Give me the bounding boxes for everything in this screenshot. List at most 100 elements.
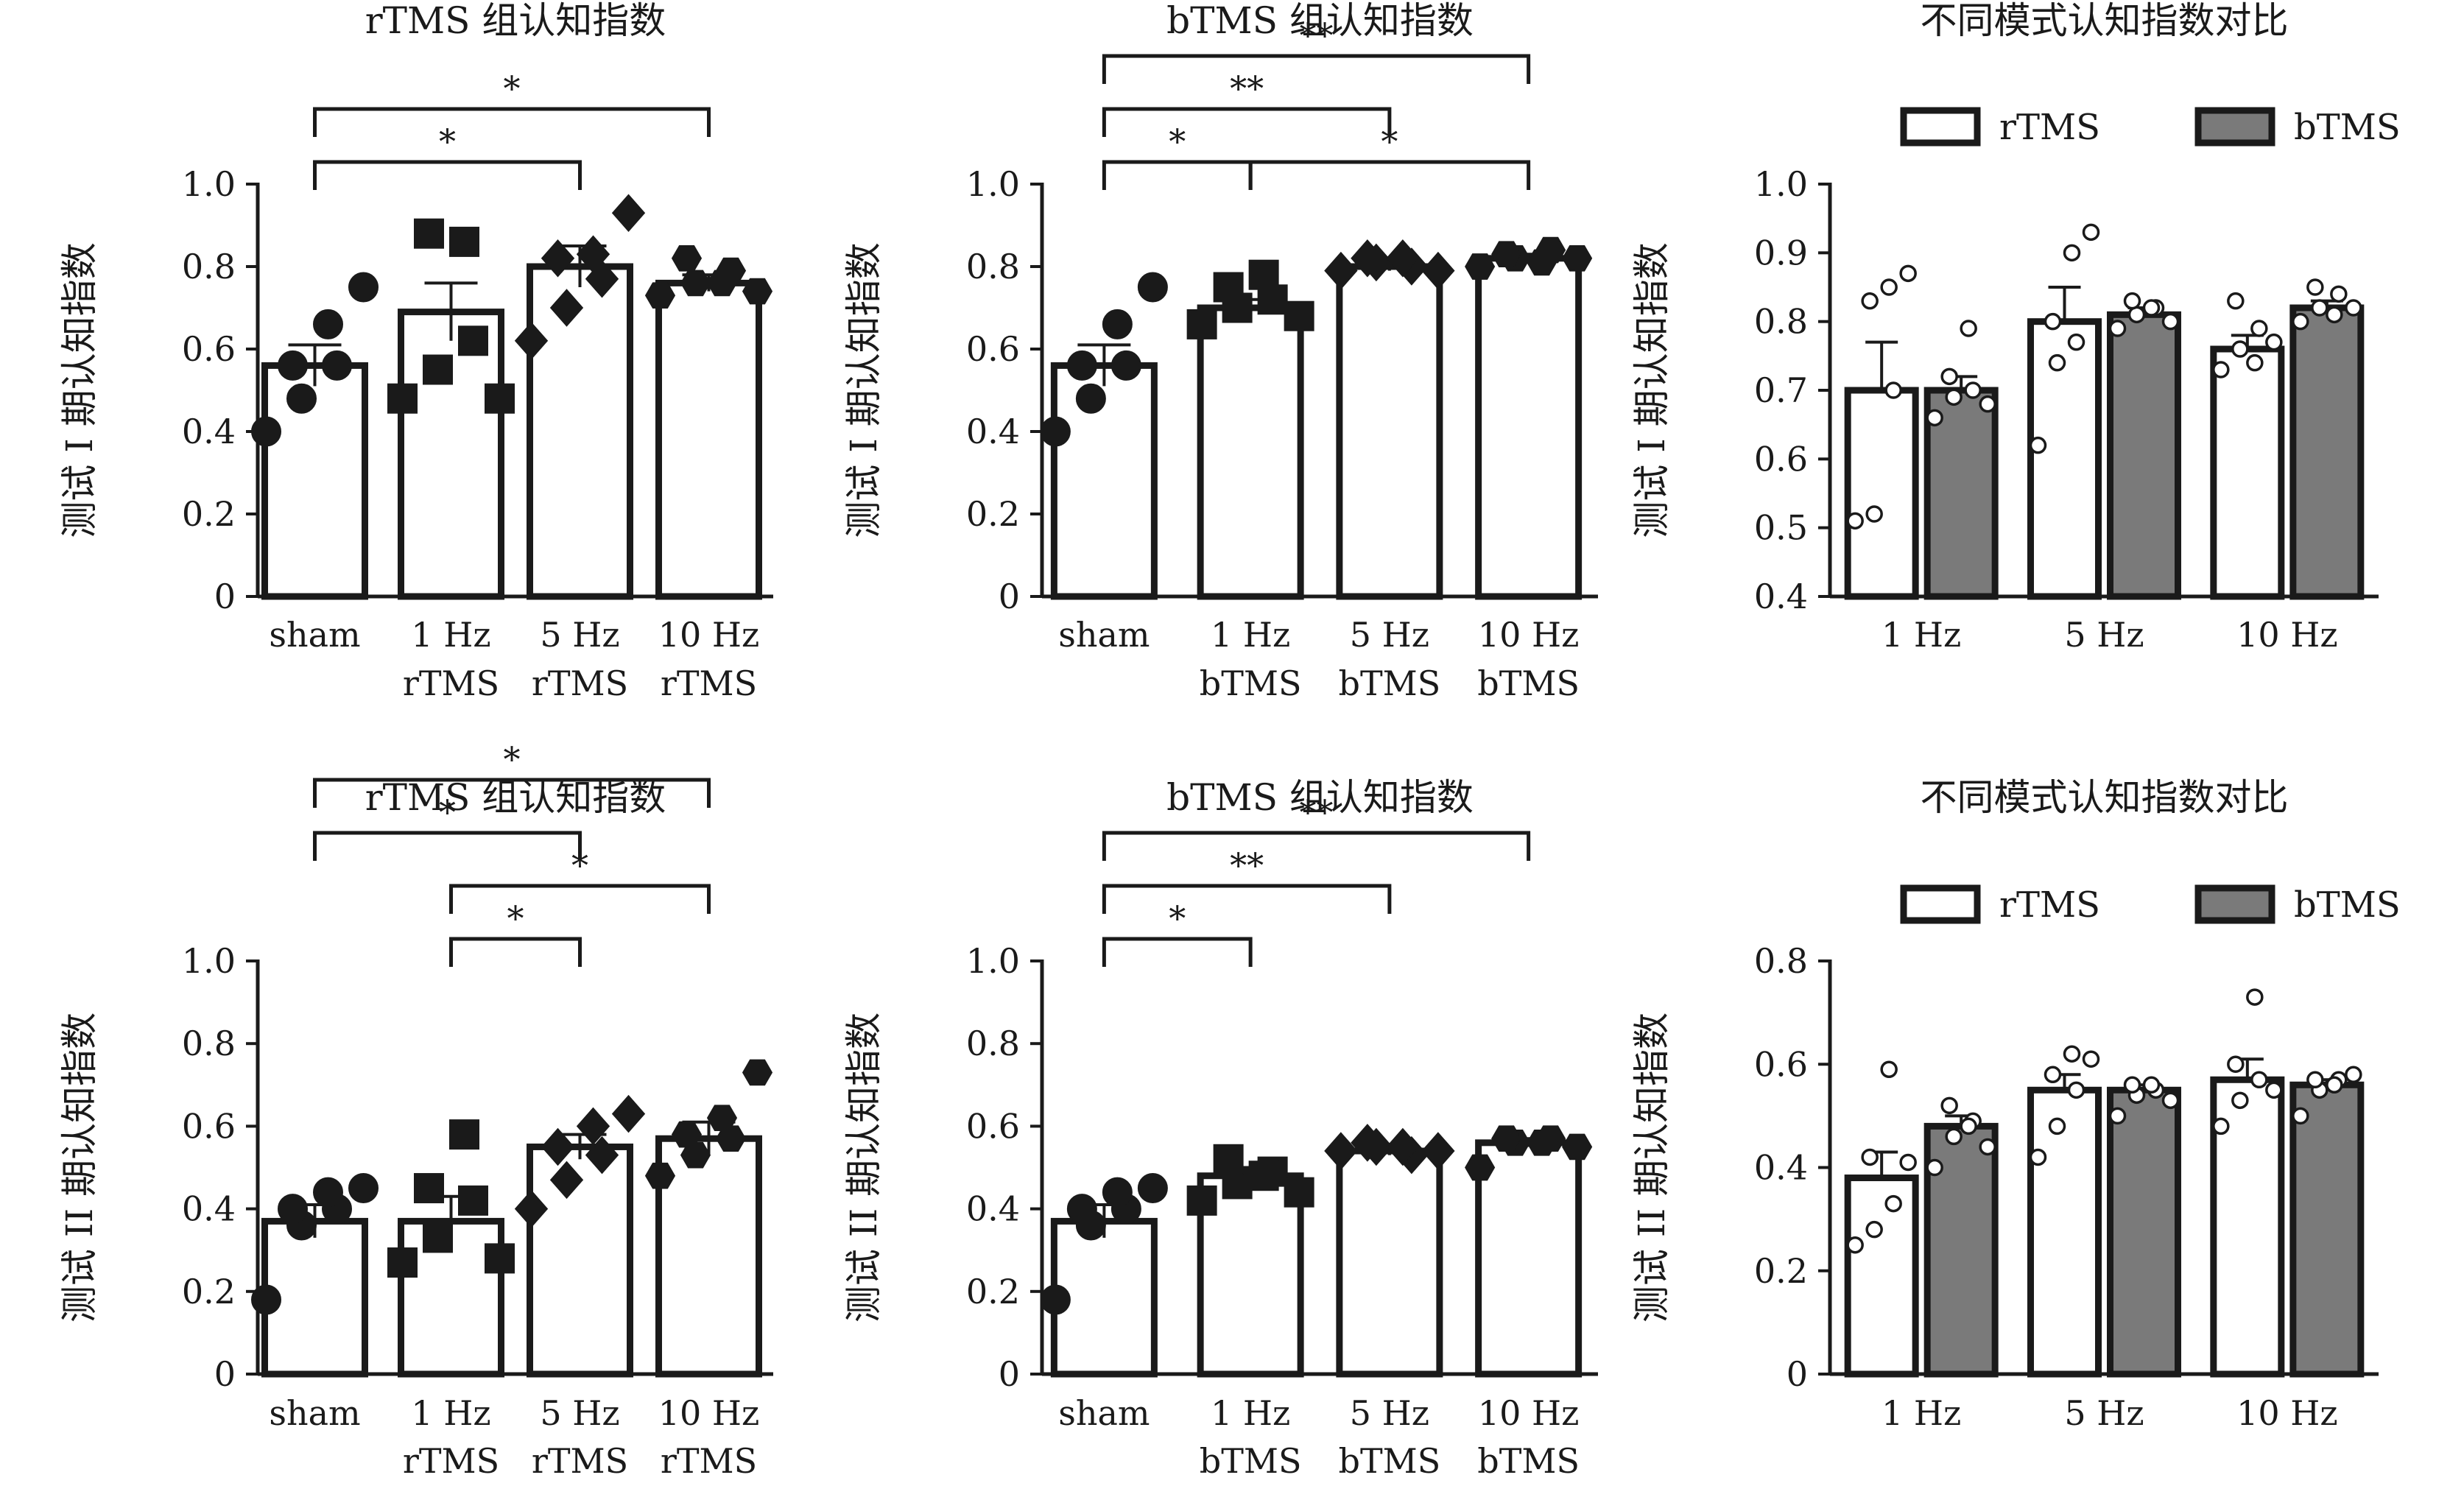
x-tick-label: 1 Hz — [1211, 1393, 1290, 1433]
data-point — [485, 1243, 515, 1274]
data-point — [2082, 1050, 2100, 1068]
data-point — [251, 416, 281, 447]
data-point — [2063, 244, 2081, 262]
chart-title: rTMS 组认知指数 — [365, 776, 666, 819]
data-point — [2044, 312, 2062, 331]
data-point — [1884, 381, 1902, 399]
x-tick-label: 10 Hz — [658, 615, 760, 655]
data-point — [2265, 333, 2283, 351]
data-point — [2306, 278, 2324, 296]
bar-btms — [2107, 311, 2181, 600]
legend-label: bTMS — [2294, 884, 2401, 926]
data-point — [2265, 1081, 2283, 1099]
y-axis-label: 测试 I 期认知指数 — [1630, 242, 1673, 538]
data-point — [1846, 1236, 1864, 1254]
data-point — [1066, 1194, 1097, 1225]
x-tick-label: rTMS — [403, 663, 499, 703]
data-point — [1945, 388, 1963, 406]
x-tick-label: 1 Hz — [1211, 615, 1290, 655]
x-tick-label: 5 Hz — [1350, 1393, 1429, 1433]
data-point — [2292, 312, 2309, 331]
significance-bracket — [1102, 937, 1253, 967]
y-tick-label: 0.8 — [1754, 941, 1808, 981]
x-tick-label: sham — [269, 1393, 360, 1433]
data-point — [1960, 1117, 1977, 1135]
data-point — [458, 325, 488, 356]
data-point — [2212, 1117, 2230, 1135]
data-point — [278, 1194, 308, 1225]
y-tick-label: 0.4 — [1754, 577, 1808, 616]
data-point — [1040, 416, 1071, 447]
x-tick-label: 10 Hz — [658, 1393, 760, 1433]
data-point — [423, 1222, 453, 1253]
significance-label: * — [571, 845, 588, 885]
significance-bracket — [1102, 160, 1253, 190]
data-point — [1465, 1154, 1496, 1181]
data-point — [1137, 272, 1168, 303]
y-axis-label: 测试 I 期认知指数 — [842, 242, 885, 538]
x-tick-label: bTMS — [1339, 663, 1441, 703]
data-point — [387, 1247, 418, 1278]
significance-label: * — [1381, 122, 1398, 161]
bar — [1197, 304, 1304, 600]
x-tick-label: 10 Hz — [1478, 1393, 1580, 1433]
significance-bracket — [1102, 107, 1392, 137]
y-tick-label: 0.8 — [966, 247, 1020, 286]
data-point — [2246, 988, 2264, 1006]
data-point — [742, 278, 773, 305]
x-tick-label: 5 Hz — [1350, 615, 1429, 655]
data-point — [348, 272, 379, 303]
y-tick-label: 0 — [999, 1354, 1020, 1394]
x-tick-label: sham — [1058, 1393, 1150, 1433]
legend-swatch-btms — [2194, 107, 2275, 147]
bar-rtms — [2027, 318, 2102, 600]
data-point — [449, 1119, 479, 1150]
bar — [527, 263, 633, 600]
legend-label: bTMS — [2294, 107, 2401, 148]
y-tick-label: 0.2 — [966, 1272, 1020, 1311]
x-tick-label: rTMS — [661, 1441, 757, 1481]
significance-bracket — [1102, 831, 1531, 861]
data-point — [2108, 1107, 2127, 1125]
data-point — [611, 194, 646, 232]
data-point — [1562, 244, 1593, 272]
y-tick-label: 1.0 — [1754, 164, 1808, 204]
data-point — [585, 1135, 619, 1175]
data-point — [1880, 1060, 1898, 1079]
y-tick-label: 0.8 — [182, 247, 236, 286]
chart-title: rTMS 组认知指数 — [365, 0, 666, 42]
y-tick-label: 0.8 — [182, 1024, 236, 1063]
data-point — [549, 289, 584, 327]
data-point — [1865, 505, 1883, 523]
data-point — [742, 1059, 773, 1086]
significance-label: * — [504, 68, 521, 108]
data-point — [1386, 1127, 1420, 1166]
data-point — [278, 350, 308, 381]
y-tick-label: 0.6 — [1754, 1044, 1808, 1084]
data-point — [576, 1107, 610, 1146]
data-point — [458, 1185, 488, 1216]
data-point — [2142, 1076, 2161, 1094]
x-tick-label: 1 Hz — [411, 615, 490, 655]
data-point — [1527, 1130, 1557, 1156]
data-point — [423, 354, 453, 385]
y-tick-label: 0 — [214, 577, 236, 616]
bar — [1475, 255, 1583, 600]
y-tick-label: 0 — [1787, 1354, 1808, 1394]
data-point — [2082, 223, 2100, 242]
legend-swatch-rtms — [1900, 884, 1981, 924]
data-point — [1213, 1144, 1244, 1175]
data-point — [2161, 312, 2180, 331]
data-point — [2345, 299, 2362, 317]
data-point — [2142, 299, 2161, 317]
data-point — [2330, 285, 2348, 303]
y-axis-label: 测试 II 期认知指数 — [1630, 1013, 1673, 1323]
data-point — [485, 383, 515, 414]
significance-label: * — [439, 122, 456, 161]
data-point — [680, 270, 711, 297]
x-tick-label: 1 Hz — [1882, 615, 1961, 655]
legend-label: rTMS — [1999, 884, 2100, 926]
